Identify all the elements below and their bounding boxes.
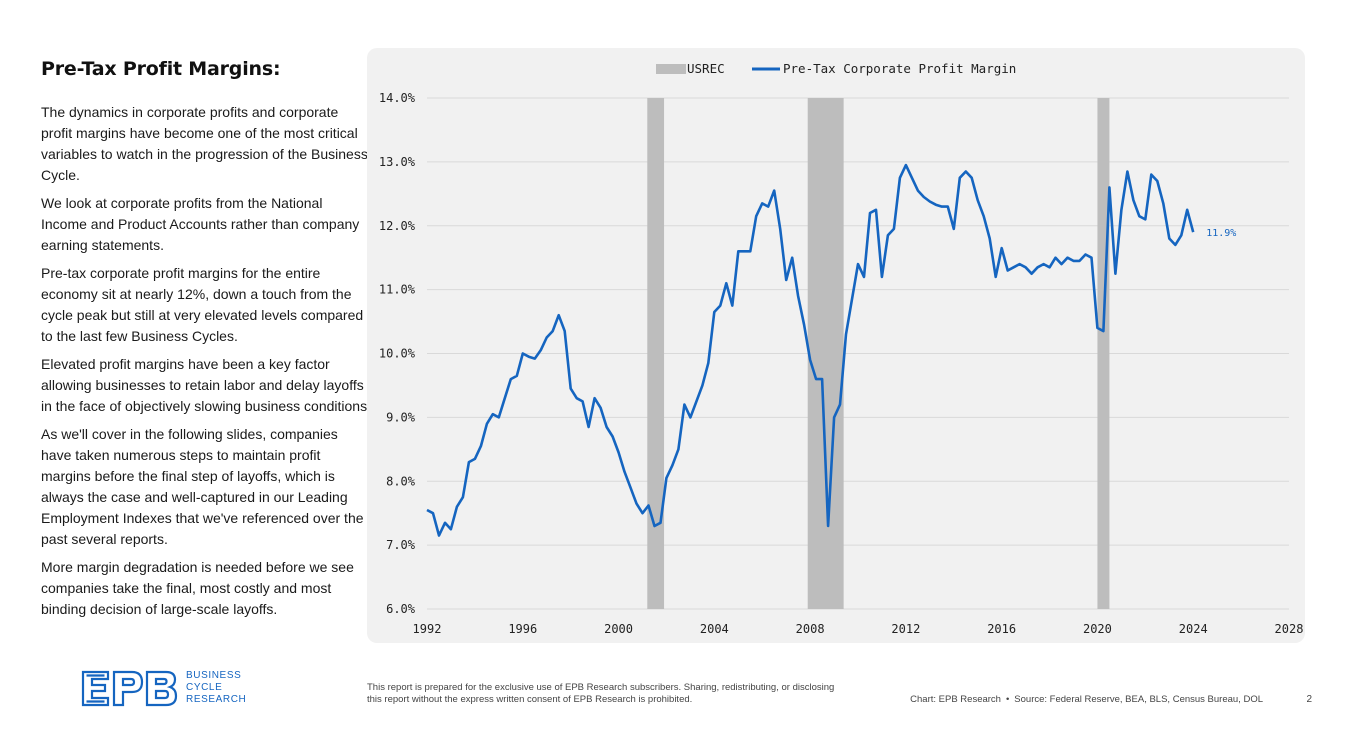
recession-band (1097, 98, 1110, 609)
recession-band (647, 98, 665, 609)
paragraph-5: As we'll cover in the following slides, … (41, 426, 364, 547)
y-tick-label: 9.0% (386, 410, 416, 424)
recession-layer (647, 98, 1110, 609)
legend: USREC Pre-Tax Corporate Profit Margin (656, 61, 1016, 76)
legend-usrec-swatch (656, 64, 686, 74)
x-tick-label: 2012 (891, 622, 920, 636)
y-tick-label: 13.0% (379, 155, 416, 169)
logo-line-2: CYCLE (186, 682, 223, 693)
slide-title: Pre-Tax Profit Margins: (41, 58, 281, 80)
separator: • (1005, 694, 1010, 705)
y-tick-label: 10.0% (379, 347, 416, 361)
profit-margin-line (426, 163, 1195, 537)
x-tick-label: 2016 (987, 622, 1016, 636)
paragraph-2: We look at corporate profits from the Na… (41, 195, 360, 253)
x-tick-label: 2020 (1083, 622, 1112, 636)
epb-logo: BUSINESS CYCLE RESEARCH (80, 668, 246, 708)
legend-line-label: Pre-Tax Corporate Profit Margin (783, 61, 1016, 76)
end-value-label: 11.9% (1206, 228, 1236, 239)
data-source: Source: Federal Reserve, BEA, BLS, Censu… (1014, 694, 1263, 705)
x-tick-label: 2024 (1179, 622, 1208, 636)
x-tick-label: 2000 (604, 622, 633, 636)
paragraph-3: Pre-tax corporate profit margins for the… (41, 265, 364, 344)
logo-wordmark: BUSINESS CYCLE RESEARCH (186, 670, 246, 706)
chart-credit: Chart: EPB Research (910, 694, 1001, 705)
paragraph-1: The dynamics in corporate profits and co… (41, 104, 368, 183)
logo-line-1: BUSINESS (186, 670, 242, 681)
profit-margin-chart: 6.0% 7.0% 8.0% 9.0% 10.0% 11.0% 12.0% 13.0% 14.0… (379, 61, 1304, 636)
x-tick-label: 1996 (508, 622, 537, 636)
y-tick-label: 12.0% (379, 219, 416, 233)
x-tick-label: 2004 (700, 622, 729, 636)
recession-band (807, 98, 844, 609)
legend-usrec-label: USREC (687, 61, 725, 76)
paragraph-4: Elevated profit margins have been a key … (41, 356, 371, 414)
y-tick-label: 14.0% (379, 91, 416, 105)
text-panel: Pre-Tax Profit Margins: The dynamics in … (41, 58, 371, 627)
footer-source: Chart: EPB Research • Source: Federal Rese… (910, 694, 1263, 705)
chart-card: 6.0% 7.0% 8.0% 9.0% 10.0% 11.0% 12.0% 13.0% 14.0… (367, 48, 1305, 643)
axis-layer: 6.0% 7.0% 8.0% 9.0% 10.0% 11.0% 12.0% 13.0% 14.0… (379, 91, 1304, 636)
footer-disclaimer: This report is prepared for the exclusiv… (367, 682, 835, 705)
series-layer: 11.9% (426, 163, 1236, 537)
y-tick-label: 11.0% (379, 283, 416, 297)
x-tick-label: 2028 (1275, 622, 1304, 636)
logo-line-3: RESEARCH (186, 694, 247, 705)
paragraph-6: More margin degradation is needed before… (41, 559, 354, 617)
x-tick-label: 2008 (796, 622, 825, 636)
epb-logo-mark (81, 670, 178, 707)
y-tick-label: 7.0% (386, 538, 416, 552)
y-tick-label: 8.0% (386, 474, 416, 488)
grid-layer (427, 97, 1289, 610)
page-number: 2 (1306, 694, 1312, 705)
y-tick-label: 6.0% (386, 602, 416, 616)
body-paragraphs: The dynamics in corporate profits and co… (41, 102, 371, 620)
x-tick-label: 1992 (413, 622, 442, 636)
